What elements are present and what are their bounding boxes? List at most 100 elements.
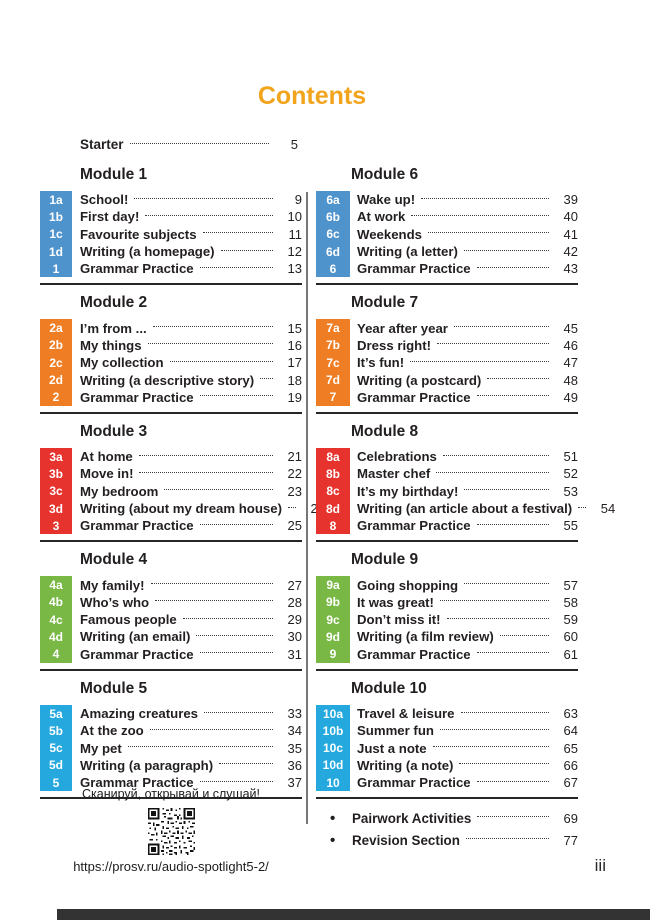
section-divider	[316, 797, 578, 800]
unit-badge: 1	[40, 260, 72, 278]
toc-row: 6 Grammar Practice 43	[316, 260, 578, 278]
dot-leader	[199, 266, 273, 268]
unit-badge: 5c	[40, 739, 72, 757]
audio-scan-block: Сканируй, открывай и слушай! https://pro…	[40, 787, 302, 874]
unit-badge: 8b	[316, 465, 350, 483]
unit-badge: 6	[316, 260, 350, 278]
entry-title: My collection	[80, 355, 164, 371]
unit-badge: 4c	[40, 611, 72, 629]
entry-page: 21	[287, 449, 302, 465]
entry-title: I’m from ...	[80, 320, 147, 336]
dot-leader	[220, 249, 273, 251]
unit-badge: 3b	[40, 465, 72, 483]
entry-page: 35	[287, 740, 302, 756]
module-title: Module 4	[80, 551, 148, 569]
dot-leader	[410, 360, 549, 362]
entry-title: Grammar Practice	[80, 261, 194, 277]
entry-page: 63	[563, 706, 578, 722]
entry-title: Writing (a postcard)	[357, 372, 482, 388]
dot-leader	[139, 471, 273, 473]
dot-leader	[411, 214, 549, 216]
unit-badge: 9	[316, 645, 350, 663]
unit-badge: 7a	[316, 319, 350, 337]
entry-title: Summer fun	[357, 723, 434, 739]
section-divider	[40, 411, 302, 414]
entry-page: 31	[287, 646, 302, 662]
entry-page: 12	[287, 244, 302, 260]
unit-badge: 4a	[40, 576, 72, 594]
dot-leader	[460, 711, 549, 713]
toc-row: 7d Writing (a postcard) 48	[316, 371, 578, 389]
page-edge-shadow	[57, 909, 650, 920]
toc-row: 9c Don’t miss it! 59	[316, 611, 578, 629]
dot-leader	[465, 837, 549, 840]
unit-badge: 4	[40, 645, 72, 663]
entry-page: 77	[563, 832, 578, 848]
entry-page: 10	[287, 209, 302, 225]
dot-leader	[453, 325, 549, 328]
toc-row: 5c My pet 35	[40, 739, 302, 757]
entry-page: 15	[287, 320, 302, 336]
module-title: Module 9	[351, 551, 419, 569]
dot-leader	[202, 231, 273, 234]
entry-title: Who’s who	[80, 594, 150, 610]
toc-columns: Module 1 1a School! 9 1b First day! 10 1c Fav…	[40, 160, 615, 851]
entry-page: 41	[563, 226, 578, 242]
entry-title: Grammar Practice	[80, 518, 194, 534]
entry-title: First day!	[80, 209, 140, 225]
unit-badge: 4b	[40, 593, 72, 612]
entry-page: 45	[563, 320, 578, 336]
dot-leader	[487, 377, 549, 380]
dot-leader	[499, 634, 549, 636]
toc-row: 9 Grammar Practice 61	[316, 645, 578, 663]
toc-row: 7c It’s fun! 47	[316, 354, 578, 372]
entry-page: 58	[563, 594, 578, 610]
unit-badge: 3c	[40, 482, 72, 500]
toc-row: 4a My family! 27	[40, 576, 302, 594]
entry-page: 51	[563, 449, 578, 465]
entry-title: At the zoo	[80, 723, 144, 739]
entry-page: 33	[287, 706, 302, 722]
entry-title: Revision Section	[352, 832, 460, 848]
dot-leader	[459, 762, 549, 765]
module-4-section: Module 4 4a My family! 27 4b Who’s who 28 4c…	[40, 550, 302, 671]
section-divider	[316, 540, 578, 543]
unit-badge: 6c	[316, 225, 350, 243]
entry-title: Grammar Practice	[357, 646, 471, 662]
toc-row: 2d Writing (a descriptive story) 18	[40, 371, 302, 389]
unit-badge: 9d	[316, 628, 350, 646]
toc-row: 3a At home 21	[40, 447, 302, 466]
dot-leader	[147, 342, 273, 345]
section-divider	[316, 283, 578, 286]
entry-title: Move in!	[80, 466, 134, 482]
module-title: Module 3	[80, 422, 148, 440]
unit-badge: 5	[40, 774, 72, 792]
extra-row-pairwork: • Pairwork Activities 69	[316, 807, 578, 829]
unit-badge: 3a	[40, 447, 72, 466]
entry-title: Grammar Practice	[80, 389, 194, 405]
entry-title: Writing (a homepage)	[80, 244, 215, 260]
entry-title: Starter	[80, 137, 124, 152]
module-9-section: Module 9 9a Going shopping 57 9b It was gre…	[316, 550, 578, 671]
qr-code-icon	[147, 808, 195, 855]
toc-row: 8a Celebrations 51	[316, 447, 578, 466]
module-title: Module 6	[351, 166, 419, 183]
toc-row: 4b Who’s who 28	[40, 593, 302, 612]
toc-row: 2a I’m from ... 15	[40, 319, 302, 337]
unit-badge: 7c	[316, 354, 350, 372]
entry-title: Writing (a note)	[357, 757, 454, 773]
dot-leader	[145, 214, 273, 216]
toc-row: 8c It’s my birthday! 53	[316, 482, 578, 500]
toc-row: 7b Dress right! 46	[316, 336, 578, 355]
unit-badge: 4d	[40, 628, 72, 646]
entry-page: 46	[563, 337, 578, 353]
entry-title: Grammar Practice	[80, 775, 194, 791]
dot-leader	[134, 197, 273, 199]
entry-title: Grammar Practice	[80, 646, 194, 662]
bullet-icon: •	[330, 831, 336, 849]
page-title: Contents	[257, 82, 367, 110]
entry-title: Writing (a paragraph)	[80, 757, 214, 773]
toc-row: 10c Just a note 65	[316, 739, 578, 757]
left-column: Module 1 1a School! 9 1b First day! 10 1c Fav…	[40, 160, 325, 851]
entry-page: 61	[563, 646, 578, 662]
